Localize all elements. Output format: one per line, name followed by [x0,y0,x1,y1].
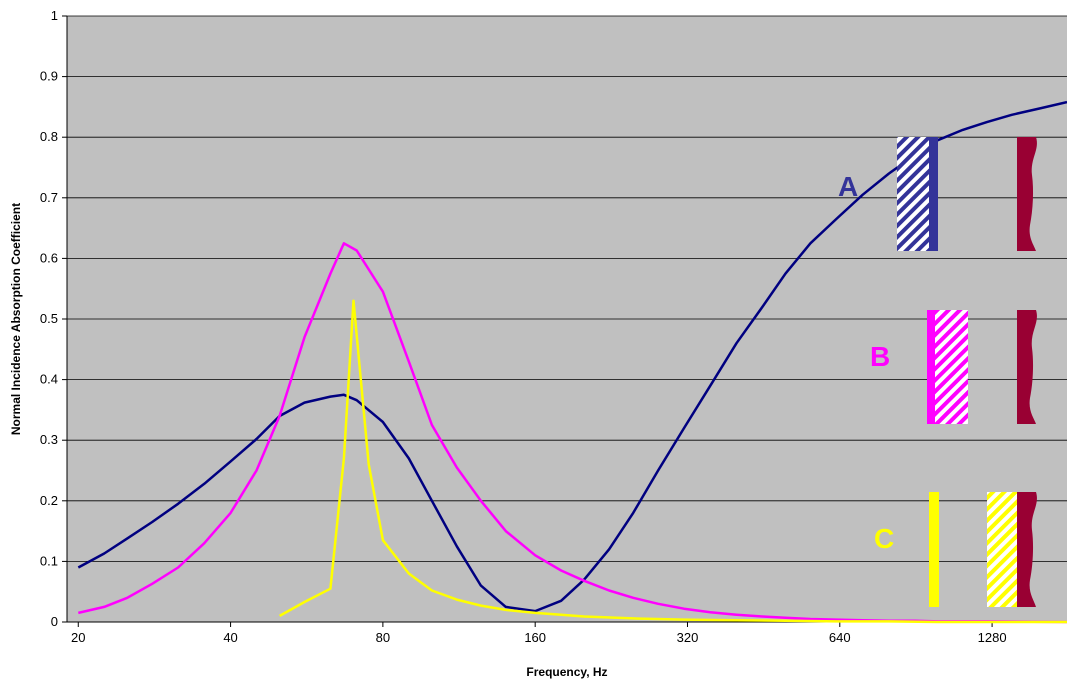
porous-layer-c [987,492,1017,607]
wall-b [1017,310,1037,424]
annotation-c: C [874,523,894,554]
y-tick-label: 0.3 [40,432,58,447]
x-tick-label: 40 [223,630,237,645]
panel-b [927,310,935,424]
y-tick-label: 0.1 [40,553,58,568]
y-axis-ticks: 0 0.1 0.2 0.3 0.4 0.5 0.6 0.7 0.8 0.9 1 [40,8,67,629]
panel-c [929,492,939,607]
panel-a [929,137,938,251]
porous-layer-a [897,137,929,251]
x-tick-label: 20 [71,630,85,645]
y-axis-title: Normal Incidence Absorption Coefficient [9,203,23,435]
x-tick-label: 320 [677,630,699,645]
series-line-2 [278,299,1067,624]
absorber-diagrams: A B C [838,137,1037,607]
y-tick-label: 0.9 [40,69,58,84]
x-tick-label: 1280 [978,630,1007,645]
x-tick-label: 80 [376,630,390,645]
x-tick-label: 640 [829,630,851,645]
y-tick-label: 0.7 [40,190,58,205]
wall-a [1017,137,1037,251]
y-tick-label: 0.5 [40,311,58,326]
y-tick-label: 0.6 [40,250,58,265]
x-axis-ticks: 20 40 80 160 320 640 1280 [71,622,1007,645]
porous-layer-b [935,310,968,424]
y-tick-label: 0.2 [40,493,58,508]
y-tick-label: 0.8 [40,129,58,144]
annotation-b: B [870,341,890,372]
wall-c [1017,492,1037,607]
y-tick-label: 1 [51,8,58,23]
y-tick-label: 0 [51,614,58,629]
x-tick-label: 160 [524,630,546,645]
series-line-1 [78,242,1067,624]
annotation-a: A [838,171,858,202]
x-axis-title: Frequency, Hz [526,665,607,679]
y-tick-label: 0.4 [40,372,58,387]
